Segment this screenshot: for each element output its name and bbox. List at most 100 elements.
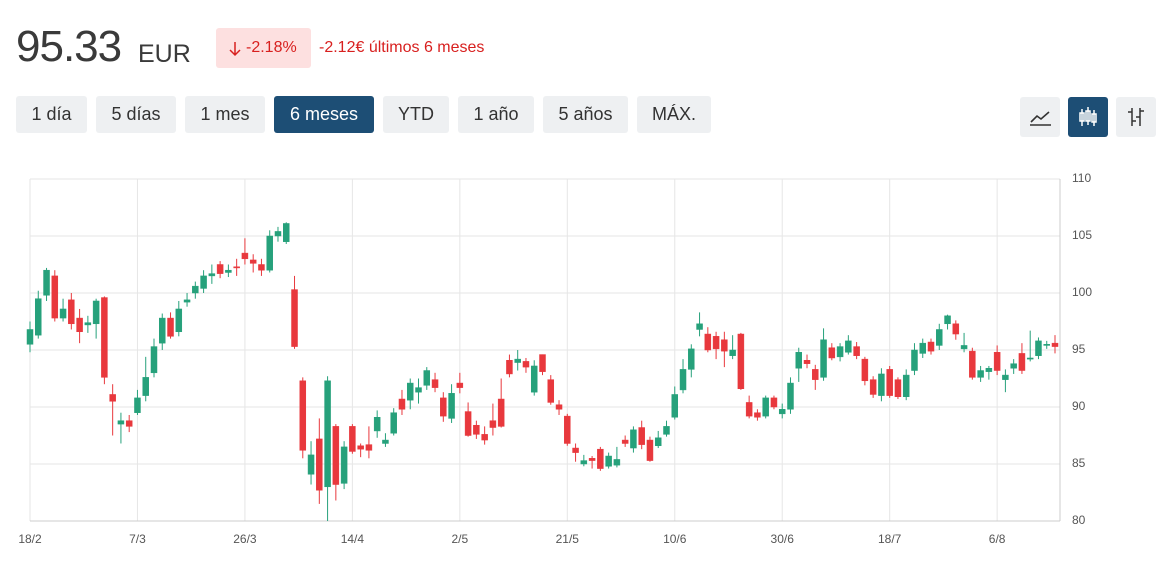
candle-body [473,424,480,435]
candle-body [737,333,745,390]
x-tick-label: 6/8 [989,532,1006,546]
candle-body [440,397,447,417]
candle-body [1051,342,1059,347]
range-button[interactable]: MÁX. [637,96,711,133]
candle-body [721,339,728,352]
candle-body [894,379,902,397]
candle-body [332,426,340,485]
candle-body [960,345,968,350]
candle-body [225,269,232,273]
x-tick-label: 14/4 [341,532,365,546]
y-tick-label: 100 [1072,285,1092,299]
candle-body [142,377,149,396]
x-tick-label: 7/3 [129,532,146,546]
line-chart-button[interactable] [1020,97,1060,137]
candle-body [936,329,943,346]
candle-body [572,447,579,453]
change-pct: -2.18% [246,39,297,56]
x-tick-label: 18/7 [878,532,902,546]
candle-body [646,439,654,461]
candle-body [547,379,555,403]
candle-body [349,426,356,452]
candle-body [977,370,984,378]
y-tick-label: 95 [1072,342,1086,356]
candle-body [630,429,637,449]
y-tick-label: 80 [1072,513,1086,527]
chart: 80 85 90 95 100 105 110 18/2 7/3 26/3 14/4 2/5 21/5 1… [18,171,1092,546]
candle-body [1035,340,1042,356]
range-button[interactable]: 1 mes [185,96,265,133]
candle-body [679,369,687,391]
candle-body [1026,357,1034,360]
candle-body [489,420,497,428]
candle-body [878,373,885,396]
candle-body [638,427,645,445]
candle-body [944,315,951,325]
candle-body [580,460,588,465]
candle-body [778,409,786,415]
range-button[interactable]: 5 días [96,96,176,133]
candle-body [497,398,505,427]
candle-body [820,339,827,378]
candle-body [51,275,59,319]
candle-body [92,300,100,325]
candle-body [919,342,926,354]
currency: EUR [138,40,191,68]
candle-body [316,438,323,491]
candle-body [208,273,216,277]
x-tick-label: 10/6 [663,532,687,546]
candle-body [183,299,191,303]
ohlc-chart-button[interactable] [1116,97,1156,137]
candle-body [754,412,761,418]
candle-body [101,297,108,378]
candle-body [712,336,720,350]
y-tick-label: 90 [1072,399,1086,413]
candle-body [274,231,282,237]
candle-body [456,382,464,388]
candle-body [423,370,431,386]
range-button[interactable]: 1 día [16,96,87,133]
candle-body [729,349,736,356]
candle-body [812,369,819,380]
candle-body [861,358,869,382]
candle-body [704,333,712,351]
candle-body [597,448,604,469]
candle-body [688,348,695,370]
candle-body [745,402,753,417]
candle-body [795,352,802,369]
y-tick-label: 85 [1072,456,1086,470]
candle-body [291,289,298,347]
candle-body [985,367,993,372]
candle-body [1018,353,1026,371]
x-tick-label: 2/5 [451,532,468,546]
x-tick-label: 26/3 [233,532,257,546]
candle-body [613,459,621,466]
range-button[interactable]: 5 años [543,96,628,133]
x-tick-label: 30/6 [771,532,795,546]
range-button[interactable]: YTD [383,96,449,133]
candle-body [530,365,538,393]
candle-body [696,323,703,330]
candle-body [59,308,67,319]
candle-body [481,434,488,441]
candle-body [340,446,348,484]
candle-body [787,382,794,410]
candle-body [134,397,141,413]
candle-body [84,322,92,326]
range-button[interactable]: 6 meses [274,96,374,133]
candle-body [506,360,513,375]
candle-body [431,379,439,388]
candle-chart-button[interactable] [1068,97,1108,137]
candle-body [654,437,662,447]
candle-body [365,444,373,451]
range-button[interactable]: 1 año [458,96,534,133]
candle-body [26,329,34,345]
candle-body [663,426,670,435]
down-arrow-icon [229,42,241,57]
candle-body [911,349,918,371]
change-text: -2.12€ últimos 6 meses [319,39,485,56]
candle-body [192,285,199,294]
candle-body [241,252,249,260]
candle-body [762,397,769,417]
x-tick-label: 21/5 [556,532,580,546]
